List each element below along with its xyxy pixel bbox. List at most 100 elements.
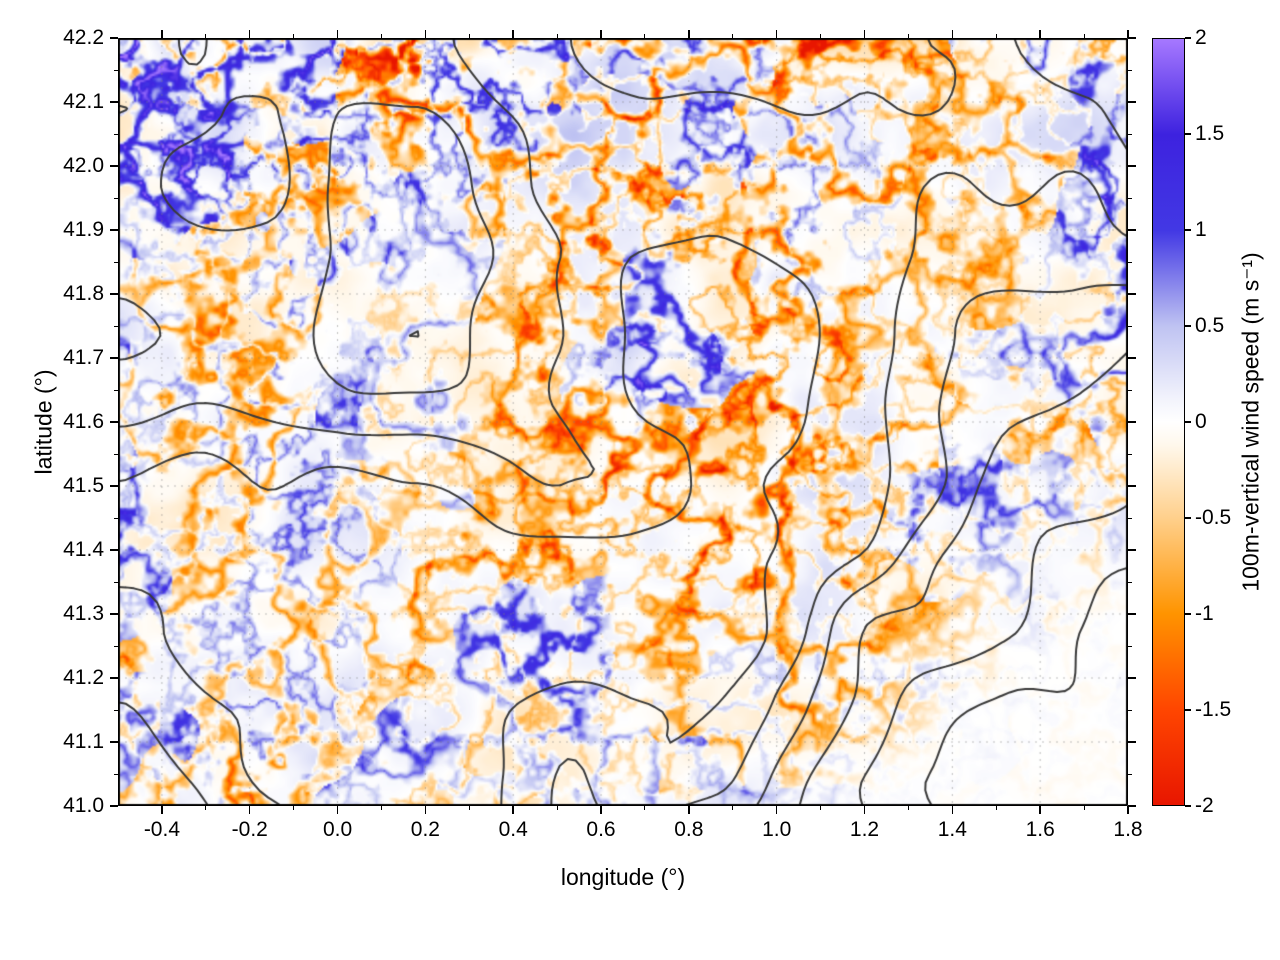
cb-tick-label: -1	[1195, 602, 1214, 625]
x-tick-mirror	[775, 30, 778, 38]
x-tick-mirror	[424, 30, 427, 38]
x-tick	[512, 806, 514, 814]
x-axis-label: longitude (°)	[560, 864, 686, 890]
x-tick-mirror	[336, 30, 339, 38]
x-tick	[688, 806, 690, 814]
y-tick-mirror	[1128, 421, 1136, 423]
x-minor-tick	[820, 806, 822, 810]
y-minor-tick-mirror	[1128, 645, 1132, 647]
x-tick	[1039, 806, 1041, 814]
x-tick-label: 1.8	[1113, 818, 1143, 841]
y-tick	[110, 741, 118, 743]
x-tick-label: 0.2	[410, 818, 440, 841]
cb-tick	[1185, 133, 1191, 135]
y-tick-mirror	[1128, 229, 1136, 231]
x-tick	[951, 806, 954, 814]
cb-tick	[1185, 325, 1191, 327]
y-tick	[110, 421, 118, 423]
x-tick-mirror	[688, 30, 690, 38]
y-tick	[110, 165, 118, 167]
y-tick	[110, 613, 118, 615]
colorbar-label: 100m-vertical wind speed (m s⁻¹)	[1237, 252, 1264, 592]
x-tick-mirror	[1127, 30, 1129, 38]
y-tick-label: 41.4	[63, 538, 104, 561]
y-minor-tick-mirror	[1128, 517, 1132, 519]
x-tick-label: 1.6	[1025, 818, 1055, 841]
y-tick-mirror	[1128, 549, 1136, 551]
x-tick	[424, 806, 427, 814]
y-tick-label: 41.6	[63, 410, 104, 433]
y-tick-label: 42.1	[63, 90, 104, 113]
x-tick-label: 0.4	[498, 818, 528, 841]
y-tick-mirror	[1128, 805, 1136, 807]
x-minor-tick	[556, 806, 558, 810]
x-tick-mirror	[863, 30, 866, 38]
y-minor-tick-mirror	[1128, 709, 1132, 711]
y-tick-mirror	[1128, 741, 1136, 743]
y-tick-label: 42.2	[63, 26, 104, 49]
x-tick-mirror	[248, 30, 251, 38]
y-axis-label: latitude (°)	[30, 369, 57, 475]
y-tick	[110, 549, 118, 551]
y-tick	[110, 101, 118, 103]
x-minor-tick	[293, 806, 295, 810]
y-minor-tick-mirror	[1128, 453, 1132, 455]
cb-tick-label: 1.5	[1195, 122, 1225, 145]
x-tick-label: 0.0	[322, 818, 353, 841]
cb-tick	[1185, 805, 1191, 807]
y-minor-tick-mirror	[1128, 325, 1132, 327]
y-tick-mirror	[1128, 485, 1136, 487]
x-minor-tick	[995, 806, 997, 810]
y-tick-label: 41.0	[63, 794, 104, 817]
y-minor-tick-mirror	[1128, 581, 1132, 583]
x-tick-label: 0.6	[586, 818, 616, 841]
x-tick-mirror	[1039, 30, 1041, 38]
y-minor-tick-mirror	[1128, 773, 1132, 775]
y-minor-tick-mirror	[1128, 133, 1132, 135]
y-tick-mirror	[1128, 37, 1136, 39]
cb-tick-label: -1.5	[1195, 698, 1232, 721]
x-tick-mirror	[512, 30, 514, 38]
x-tick	[863, 806, 866, 814]
x-tick-mirror	[161, 30, 163, 38]
y-tick-label: 41.2	[63, 666, 104, 689]
cb-tick-label: 2	[1195, 26, 1207, 49]
x-tick-label: 1.2	[849, 818, 880, 841]
cb-tick	[1185, 37, 1191, 39]
y-tick-label: 41.8	[63, 282, 104, 305]
y-tick	[110, 485, 118, 487]
x-minor-tick	[205, 806, 207, 810]
y-tick-label: 41.7	[63, 346, 104, 369]
cb-tick-label: 1	[1195, 218, 1207, 241]
x-tick-mirror	[600, 30, 602, 38]
cb-tick	[1185, 709, 1191, 711]
y-minor-tick-mirror	[1128, 389, 1132, 391]
y-minor-tick-mirror	[1128, 69, 1132, 71]
x-tick-label: 1.0	[762, 818, 792, 841]
heatmap-plot-area	[118, 38, 1128, 806]
x-tick	[248, 806, 251, 814]
y-tick-label: 41.1	[63, 730, 104, 753]
y-minor-tick-mirror	[1128, 261, 1132, 263]
x-tick-mirror	[951, 30, 954, 38]
cb-tick	[1185, 613, 1191, 615]
y-tick	[110, 293, 118, 295]
x-tick	[775, 806, 778, 814]
x-minor-tick	[468, 806, 470, 810]
y-tick	[110, 677, 118, 679]
x-tick-label: -0.4	[143, 818, 180, 841]
x-minor-tick	[907, 806, 909, 810]
x-tick	[600, 806, 602, 814]
y-tick	[110, 229, 118, 231]
y-tick-label: 41.3	[63, 602, 104, 625]
cb-tick	[1185, 229, 1191, 231]
y-tick-mirror	[1128, 165, 1136, 167]
cb-tick	[1185, 421, 1191, 423]
x-minor-tick	[644, 806, 646, 810]
colorbar-gradient	[1152, 38, 1185, 806]
y-tick-mirror	[1128, 357, 1136, 359]
y-tick-label: 41.9	[63, 218, 104, 241]
x-minor-tick	[380, 806, 382, 810]
y-tick	[110, 357, 118, 359]
